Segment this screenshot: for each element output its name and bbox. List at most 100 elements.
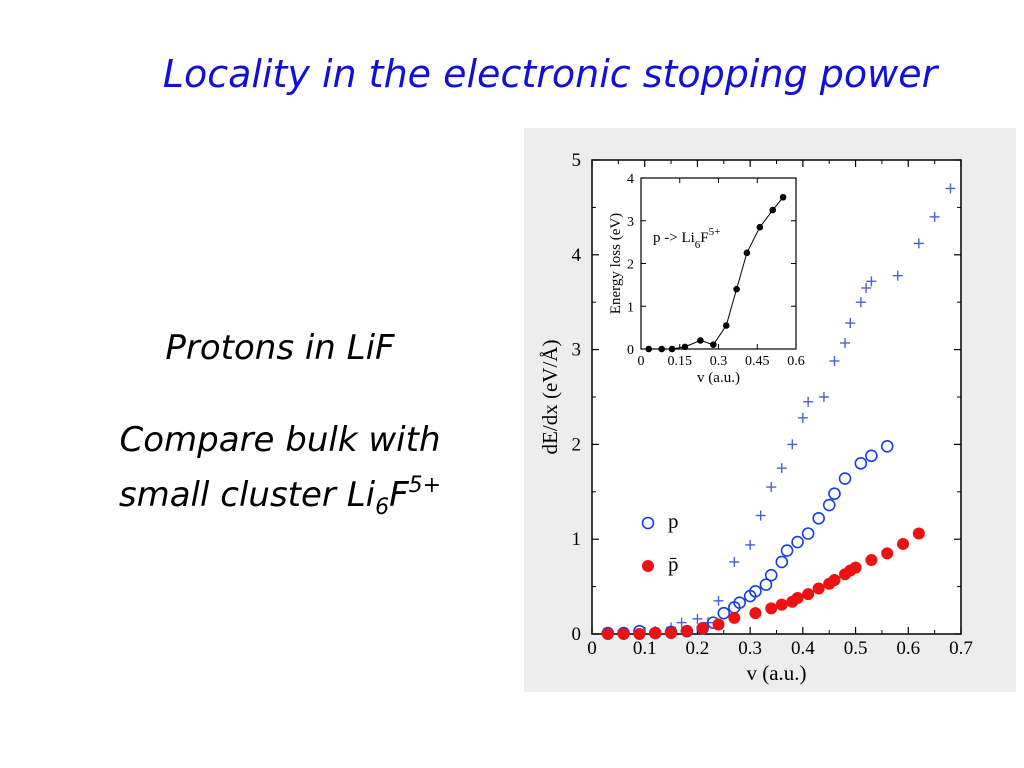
x-tick-label: 0.4 bbox=[791, 638, 815, 659]
plus-point bbox=[818, 392, 829, 402]
x-tick-label: 0.7 bbox=[949, 638, 973, 659]
inset-annotation-f: F bbox=[700, 230, 708, 246]
pbar-point bbox=[802, 588, 815, 601]
inset-annotation: p -> Li6F5+ bbox=[653, 226, 720, 251]
plus-point bbox=[855, 297, 866, 308]
pbar-point bbox=[680, 625, 693, 638]
p-point bbox=[822, 498, 836, 512]
pbar-point bbox=[881, 547, 894, 560]
plus-point bbox=[776, 463, 787, 474]
plus-point bbox=[803, 396, 814, 407]
inset-point bbox=[645, 345, 653, 353]
inset-x-tick-label: 0.15 bbox=[668, 354, 693, 369]
inset-x-tick-label: 0.6 bbox=[787, 354, 805, 369]
pbar-point bbox=[601, 628, 614, 640]
inset-point bbox=[733, 285, 740, 293]
plus-point bbox=[692, 613, 703, 624]
pbar-point bbox=[617, 628, 630, 640]
inset-y-tick-label: 4 bbox=[627, 172, 634, 187]
plus-point bbox=[745, 539, 756, 550]
plus-point bbox=[840, 337, 851, 348]
p-point bbox=[733, 596, 746, 610]
pbar-point bbox=[728, 611, 741, 624]
plus-point bbox=[913, 238, 924, 249]
p-point bbox=[717, 606, 731, 620]
plus-point bbox=[676, 617, 687, 628]
y-axis-label: dE/dx (eV/Å) bbox=[538, 340, 562, 455]
pbar-point bbox=[633, 628, 646, 640]
pbar-point bbox=[812, 582, 825, 595]
inset-point bbox=[668, 345, 676, 353]
plus-point bbox=[729, 556, 740, 567]
pbar-point bbox=[791, 591, 804, 604]
inset-x-tick-label: 0 bbox=[638, 354, 645, 369]
inset-y-tick-label: 3 bbox=[627, 215, 634, 230]
inset-annotation-sub: 6 bbox=[695, 239, 701, 251]
cluster-prefix: small cluster Li bbox=[118, 475, 376, 515]
p-point bbox=[764, 568, 778, 582]
cluster-sub: 6 bbox=[375, 495, 390, 520]
inset-x-tick-label: 0.3 bbox=[710, 354, 728, 369]
p-point bbox=[865, 449, 878, 463]
inset-y-tick-label: 2 bbox=[627, 258, 634, 273]
chart-panel: 0 0.1 0.2 0.3 0.4 0.5 0.6 0.7 0 1 2 3 4 5 v (a.u.) dE/d… bbox=[524, 128, 1016, 692]
y-tick-label: 3 bbox=[572, 340, 582, 361]
inset-point bbox=[756, 223, 764, 231]
pbar-point bbox=[749, 607, 762, 620]
p-point bbox=[838, 472, 852, 485]
slide-body: Protons in LiF Compare bulk with small c… bbox=[60, 325, 500, 531]
pbar-point bbox=[665, 627, 678, 640]
y-tick-label: 2 bbox=[572, 434, 582, 455]
plus-point bbox=[829, 355, 840, 366]
inset-x-axis-label: v (a.u.) bbox=[697, 370, 740, 386]
inset-point bbox=[710, 341, 717, 349]
plus-point bbox=[892, 270, 903, 281]
plus-point bbox=[797, 412, 808, 423]
p-point bbox=[880, 439, 894, 453]
pbar-point bbox=[696, 622, 709, 635]
plus-point bbox=[866, 276, 877, 287]
plus-point bbox=[766, 482, 777, 493]
pbar-point bbox=[828, 573, 841, 586]
pbar-point bbox=[849, 561, 862, 574]
pbar-point bbox=[912, 527, 925, 540]
p-point bbox=[780, 544, 794, 557]
cluster-line: small cluster Li6F5+ bbox=[60, 463, 500, 531]
inset-annotation-base: p -> Li bbox=[653, 230, 695, 246]
inset-point bbox=[697, 337, 704, 344]
x-tick-label: 0.3 bbox=[738, 638, 762, 659]
p-point bbox=[759, 578, 773, 592]
p-point bbox=[812, 512, 825, 525]
legend: p p̄ bbox=[641, 509, 679, 576]
x-tick-label: 0 bbox=[587, 638, 597, 659]
inset-annotation-sup: 5+ bbox=[709, 226, 721, 238]
pbar-point bbox=[765, 602, 778, 615]
inset-point bbox=[779, 193, 787, 201]
y-tick-label: 5 bbox=[572, 150, 582, 171]
y-tick-label: 1 bbox=[572, 529, 582, 550]
stopping-power-chart: 0 0.1 0.2 0.3 0.4 0.5 0.6 0.7 0 1 2 3 4 5 v (a.u.) dE/d… bbox=[538, 150, 973, 685]
legend-label-p: p bbox=[668, 509, 679, 533]
inset-point bbox=[769, 206, 777, 214]
legend-marker-p bbox=[641, 516, 655, 530]
p-point bbox=[854, 457, 868, 470]
inset-point bbox=[681, 343, 689, 351]
x-tick-label: 0.6 bbox=[896, 638, 920, 659]
y-tick-label: 4 bbox=[572, 245, 582, 266]
pbar-point bbox=[712, 618, 725, 631]
p-point bbox=[775, 555, 789, 569]
x-tick-label: 0.2 bbox=[686, 638, 710, 659]
slide-title: Locality in the electronic stopping powe… bbox=[162, 52, 938, 96]
plus-point bbox=[755, 510, 766, 521]
x-tick-label: 0.5 bbox=[844, 638, 868, 659]
pbar-point bbox=[775, 598, 788, 611]
inset-y-axis-label: Energy loss (eV) bbox=[608, 213, 624, 314]
x-tick-label: 0.1 bbox=[633, 638, 657, 659]
plus-point bbox=[845, 318, 856, 329]
inset-point bbox=[722, 322, 730, 329]
x-axis-label: v (a.u.) bbox=[746, 661, 806, 685]
p-point bbox=[828, 487, 841, 500]
cluster-sup: 5+ bbox=[408, 473, 442, 498]
compare-line: Compare bulk with bbox=[119, 420, 441, 460]
plus-point bbox=[787, 439, 798, 450]
